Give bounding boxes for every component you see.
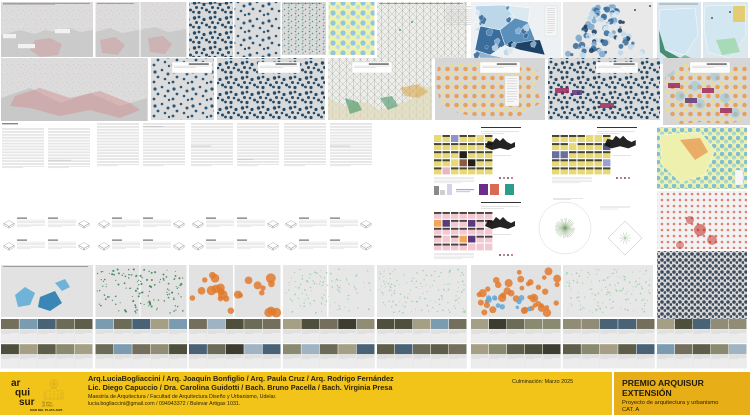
svg-text:sur: sur (19, 397, 35, 408)
svg-text:MAR DEL PLATA 2025: MAR DEL PLATA 2025 (30, 408, 63, 412)
svg-text:28 FADU: 28 FADU (42, 403, 53, 407)
